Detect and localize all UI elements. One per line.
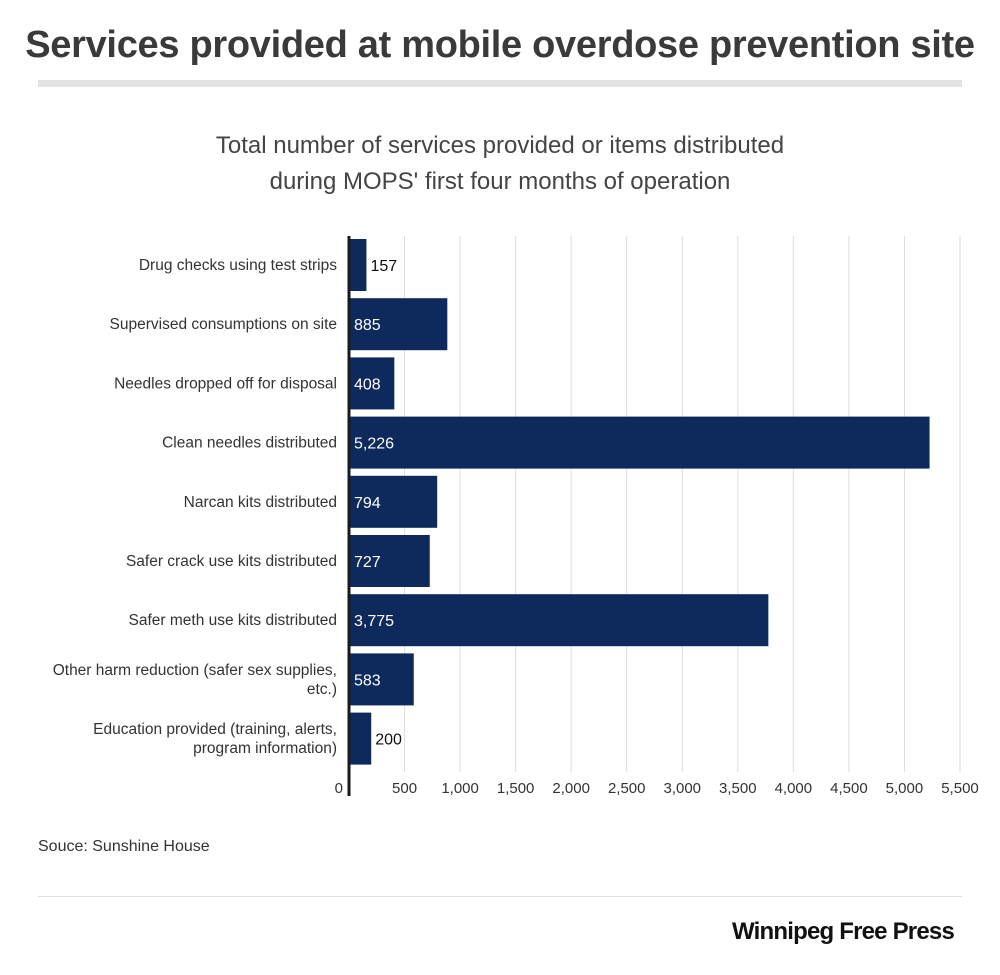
x-tick-label: 5,000 xyxy=(886,780,924,797)
chart-title: Services provided at mobile overdose pre… xyxy=(25,24,975,66)
x-tick-label: 500 xyxy=(392,780,417,797)
x-tick-label: 1,000 xyxy=(441,780,479,797)
category-label: Needles dropped off for disposal xyxy=(114,375,337,392)
bar xyxy=(349,653,414,706)
category-label: Clean needles distributed xyxy=(162,435,337,452)
bar xyxy=(349,594,769,647)
category-label: Other harm reduction (safer sex supplies… xyxy=(53,662,337,698)
x-tick-label: 2,500 xyxy=(608,780,646,797)
bar-chart: 0 500 1,000 1,500 2,000 2,500 3,000 3,500 4,000 4… xyxy=(53,236,979,797)
bar xyxy=(349,239,367,291)
x-tick-label: 1,500 xyxy=(497,780,535,797)
x-tick-label: 4,000 xyxy=(775,780,813,797)
x-tick-label: 3,500 xyxy=(719,780,757,797)
bar xyxy=(349,475,438,528)
bar-value-label: 5,226 xyxy=(354,436,394,453)
footer-divider xyxy=(38,896,962,897)
title-divider xyxy=(38,80,962,87)
x-tick-label: 3,000 xyxy=(663,780,701,797)
bar xyxy=(349,298,448,351)
bar-value-label: 157 xyxy=(370,258,397,275)
brand-logo: Winnipeg Free Press xyxy=(732,918,955,945)
subtitle-line-1: Total number of services provided or ite… xyxy=(215,132,785,159)
x-tick-label: 2,000 xyxy=(552,780,590,797)
bar-value-label: 408 xyxy=(354,376,381,393)
category-label: Supervised consumptions on site xyxy=(110,316,337,333)
bar xyxy=(349,357,395,410)
subtitle-line-2: during MOPS' first four months of operat… xyxy=(269,168,731,195)
bar-value-label: 583 xyxy=(354,672,381,689)
bar xyxy=(349,535,430,587)
bar-value-label: 885 xyxy=(354,317,381,334)
x-tick-label: 0 xyxy=(335,780,343,797)
chart-subtitle: Total number of services provided or ite… xyxy=(0,128,1000,200)
category-label: Education provided (training, alerts, pro… xyxy=(93,721,337,757)
category-label: Safer crack use kits distributed xyxy=(126,553,337,570)
category-label: Safer meth use kits distributed xyxy=(129,612,338,629)
x-tick-label: 4,500 xyxy=(830,780,868,797)
bar xyxy=(349,712,372,765)
category-label: Narcan kits distributed xyxy=(184,494,337,511)
bar-value-label: 200 xyxy=(375,732,402,749)
bar-value-label: 3,775 xyxy=(354,613,394,630)
bar xyxy=(349,416,930,469)
bar-value-label: 794 xyxy=(354,495,381,512)
bar-value-label: 727 xyxy=(354,554,381,571)
x-tick-label: 5,500 xyxy=(941,780,979,797)
source-note: Souce: Sunshine House xyxy=(38,838,210,855)
category-label: Drug checks using test strips xyxy=(139,257,337,274)
